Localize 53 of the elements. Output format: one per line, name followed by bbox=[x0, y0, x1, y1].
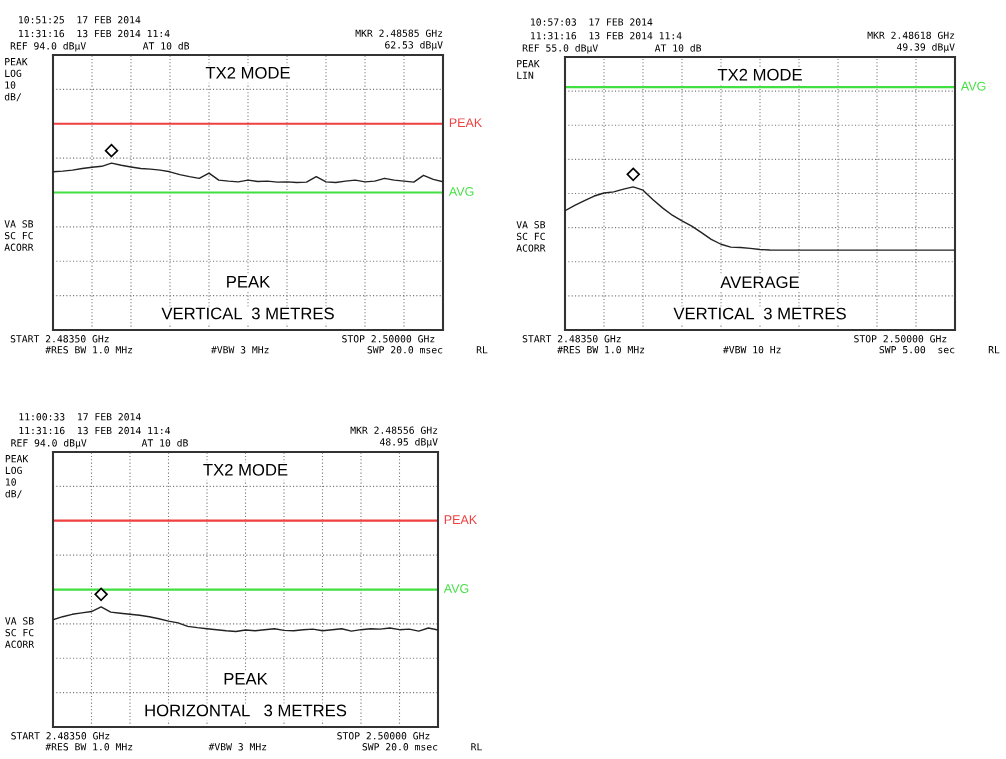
text: SWP 20.0 msec bbox=[367, 346, 443, 354]
text: SWP 5.00 sec bbox=[879, 345, 955, 354]
text: PEAK LOG 10 dB/ bbox=[4, 58, 28, 102]
text: #RES BW 1.0 MHz bbox=[45, 346, 133, 354]
text: MKR 2.48556 GHz 48.95 dBµV bbox=[350, 426, 438, 448]
text: #VBW 10 Hz bbox=[722, 345, 781, 354]
text: 11:31:16 13 FEB 2014 11:4 bbox=[19, 426, 171, 435]
ref-line-label: AVG bbox=[960, 81, 986, 91]
annotation: PEAK bbox=[224, 673, 268, 685]
annotation: HORIZONTAL 3 METRES bbox=[145, 704, 347, 717]
ref-line-label: AVG bbox=[443, 584, 469, 593]
text: 11:31:16 13 FEB 2014 11:4 bbox=[19, 29, 170, 38]
ref-line-label: PEAK bbox=[444, 515, 477, 524]
text: REF 55.0 dBµV bbox=[522, 44, 598, 54]
text: TX2 MODE bbox=[205, 66, 290, 79]
text: AT 10 dB bbox=[141, 439, 188, 447]
text: #VBW 3 MHz bbox=[210, 346, 269, 354]
text: REF 94.0 dBµV bbox=[10, 42, 86, 52]
text: REF 94.0 dBµV bbox=[11, 439, 87, 449]
text: MKR 2.48618 GHz 49.39 dBµV bbox=[867, 31, 955, 53]
text: AT 10 dB bbox=[142, 42, 190, 50]
text: STOP 2.50000 GHz bbox=[854, 335, 947, 343]
annotation: AVERAGE bbox=[720, 276, 799, 289]
text: PEAK LOG 10 dB/ bbox=[5, 455, 29, 499]
annotation: VERTICAL 3 METRES bbox=[673, 307, 846, 320]
text: #VBW 3 MHz bbox=[208, 743, 267, 751]
text: RL bbox=[471, 743, 482, 751]
ref-line-label: PEAK bbox=[449, 118, 483, 127]
annotation: VERTICAL 3 METRES bbox=[161, 307, 334, 320]
text: #RES BW 1.0 MHz bbox=[557, 345, 645, 354]
text: START 2.48350 GHz bbox=[522, 335, 621, 343]
text: SWP 20.0 msec bbox=[362, 743, 438, 751]
text: TX2 MODE bbox=[203, 463, 288, 476]
text: START 2.48350 GHz bbox=[11, 732, 110, 740]
text: 10:57:03 17 FEB 2014 bbox=[531, 18, 653, 26]
text: 10:51:25 17 FEB 2014 bbox=[19, 16, 141, 24]
text: 11:00:33 17 FEB 2014 bbox=[19, 413, 141, 421]
text: STOP 2.50000 GHz bbox=[337, 732, 430, 740]
text: VA SB SC FC ACORR bbox=[516, 221, 546, 252]
text: TX2 MODE bbox=[717, 68, 802, 81]
text: START 2.48350 GHz bbox=[10, 335, 109, 343]
text: PEAK LIN bbox=[517, 60, 540, 79]
text: MKR 2.48585 GHz 62.53 dBµV bbox=[355, 29, 443, 51]
text: RL bbox=[476, 346, 488, 354]
text: VA SB SC FC ACORR bbox=[5, 617, 35, 648]
text: 11:31:16 13 FEB 2014 11:4 bbox=[531, 32, 682, 40]
ref-line-label: AVG bbox=[448, 187, 474, 196]
annotation: PEAK bbox=[227, 276, 271, 288]
text: RL bbox=[988, 346, 1000, 354]
text: STOP 2.50000 GHz bbox=[342, 335, 435, 343]
text: VA SB SC FC ACORR bbox=[4, 220, 34, 251]
text: AT 10 dB bbox=[654, 44, 702, 52]
text: #RES BW 1.0 MHz bbox=[45, 743, 133, 751]
